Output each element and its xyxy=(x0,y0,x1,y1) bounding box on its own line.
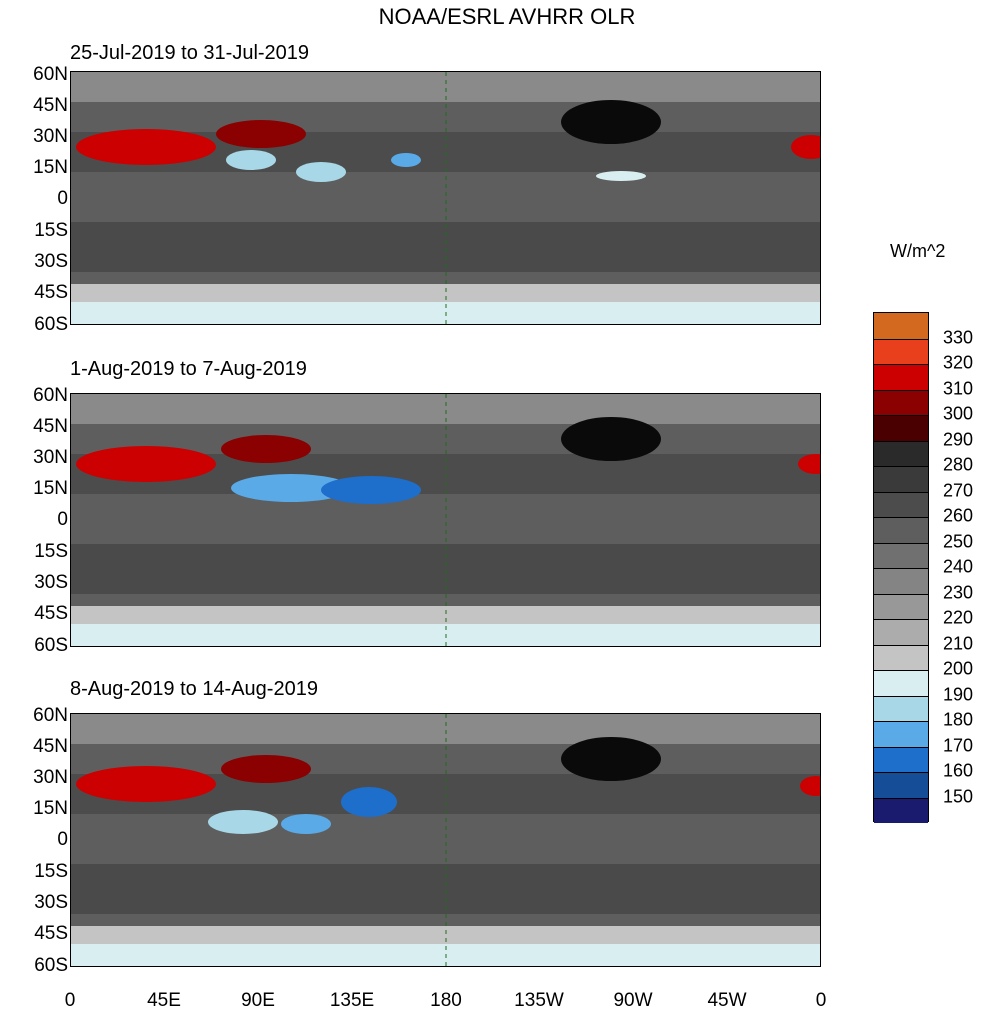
panel-3-period: 8-Aug-2019 to 14-Aug-2019 xyxy=(70,678,318,700)
colorbar-unit: W/m^2 xyxy=(890,241,946,261)
lat-label: 60N xyxy=(33,705,68,726)
lat-label: 15N xyxy=(33,478,68,499)
colorbar-tick-label: 260 xyxy=(943,505,974,526)
lat-label: 30N xyxy=(33,447,68,468)
colorbar-swatch xyxy=(874,721,928,747)
olr-map-panel-2 xyxy=(70,393,821,647)
lat-label: 30S xyxy=(34,892,68,913)
colorbar-swatch xyxy=(874,517,928,543)
colorbar-tick-label: 220 xyxy=(943,607,974,628)
olr-map-panel-3 xyxy=(70,713,821,967)
lat-label: 15S xyxy=(34,541,68,562)
colorbar-swatch xyxy=(874,313,928,339)
olr-field-2 xyxy=(71,394,820,646)
colorbar-swatch xyxy=(874,746,928,772)
colorbar-swatch xyxy=(874,619,928,645)
lat-label: 45S xyxy=(34,282,68,303)
lat-label: 0 xyxy=(57,188,68,209)
colorbar-swatch xyxy=(874,440,928,466)
colorbar-tick-label: 320 xyxy=(943,352,974,373)
colorbar-swatch xyxy=(874,670,928,696)
lon-label: 90W xyxy=(613,990,653,1011)
lat-label: 60S xyxy=(34,635,68,656)
colorbar-tick-label: 210 xyxy=(943,633,974,653)
lat-label: 0 xyxy=(57,509,68,530)
colorbar-tick-label: 180 xyxy=(943,709,974,730)
colorbar-swatch xyxy=(874,695,928,721)
colorbar-swatch xyxy=(874,338,928,364)
colorbar xyxy=(873,312,929,823)
colorbar-swatch xyxy=(874,389,928,415)
panel-1-period: 25-Jul-2019 to 31-Jul-2019 xyxy=(70,42,310,64)
lat-label: 45S xyxy=(34,603,68,624)
lon-label: 90E xyxy=(241,990,275,1011)
lat-label: 15S xyxy=(34,220,68,241)
lat-label: 45N xyxy=(33,95,68,116)
figure-title: NOAA/ESRL AVHRR OLR xyxy=(378,4,636,29)
colorbar-tick-label: 300 xyxy=(943,403,974,424)
olr-field-1 xyxy=(71,72,820,324)
colorbar-tick-label: 240 xyxy=(943,556,974,577)
colorbar-tick-label: 280 xyxy=(943,454,974,475)
colorbar-swatch xyxy=(874,542,928,568)
colorbar-tick-label: 190 xyxy=(943,684,974,704)
lat-label: 15S xyxy=(34,861,68,882)
colorbar-swatch xyxy=(874,466,928,492)
colorbar-tick-label: 330 xyxy=(943,327,974,347)
colorbar-tick-label: 230 xyxy=(943,582,974,602)
colorbar-tick-label: 250 xyxy=(943,531,974,551)
lat-label: 60N xyxy=(33,64,68,85)
lat-label: 15N xyxy=(33,798,68,819)
lat-label: 60S xyxy=(34,314,68,335)
colorbar-tick-label: 150 xyxy=(943,786,974,806)
lat-label: 45S xyxy=(34,923,68,944)
colorbar-tick-label: 310 xyxy=(943,378,974,398)
colorbar-tick-label: 270 xyxy=(943,480,974,500)
lat-label: 30N xyxy=(33,767,68,788)
lat-label: 0 xyxy=(57,829,68,850)
panel-2-period: 1-Aug-2019 to 7-Aug-2019 xyxy=(70,358,307,380)
lon-label: 180 xyxy=(430,990,462,1011)
lat-label: 30N xyxy=(33,126,68,147)
colorbar-tick-label: 290 xyxy=(943,429,974,449)
colorbar-swatch xyxy=(874,491,928,517)
lat-label: 60S xyxy=(34,955,68,976)
lat-label: 45N xyxy=(33,736,68,757)
colorbar-swatch xyxy=(874,772,928,798)
lon-label: 0 xyxy=(815,990,827,1011)
lat-label: 30S xyxy=(34,572,68,593)
lat-label: 15N xyxy=(33,157,68,178)
colorbar-tick-label: 170 xyxy=(943,735,974,755)
lon-label: 45W xyxy=(707,990,747,1011)
lon-label: 45E xyxy=(147,990,181,1011)
lat-label: 45N xyxy=(33,416,68,437)
olr-map-panel-1 xyxy=(70,71,821,325)
colorbar-tick-label: 200 xyxy=(943,658,974,679)
colorbar-tick-label: 160 xyxy=(943,760,974,781)
colorbar-swatch xyxy=(874,797,928,823)
lon-label: 135W xyxy=(514,990,564,1011)
olr-field-3 xyxy=(71,714,820,966)
colorbar-swatch xyxy=(874,415,928,441)
colorbar-swatch xyxy=(874,364,928,390)
lon-label: 0 xyxy=(64,990,76,1011)
lat-label: 30S xyxy=(34,251,68,272)
colorbar-swatch xyxy=(874,644,928,670)
lat-label: 60N xyxy=(33,385,68,406)
lon-label: 135E xyxy=(329,990,375,1011)
colorbar-swatch xyxy=(874,593,928,619)
colorbar-swatch xyxy=(874,568,928,594)
